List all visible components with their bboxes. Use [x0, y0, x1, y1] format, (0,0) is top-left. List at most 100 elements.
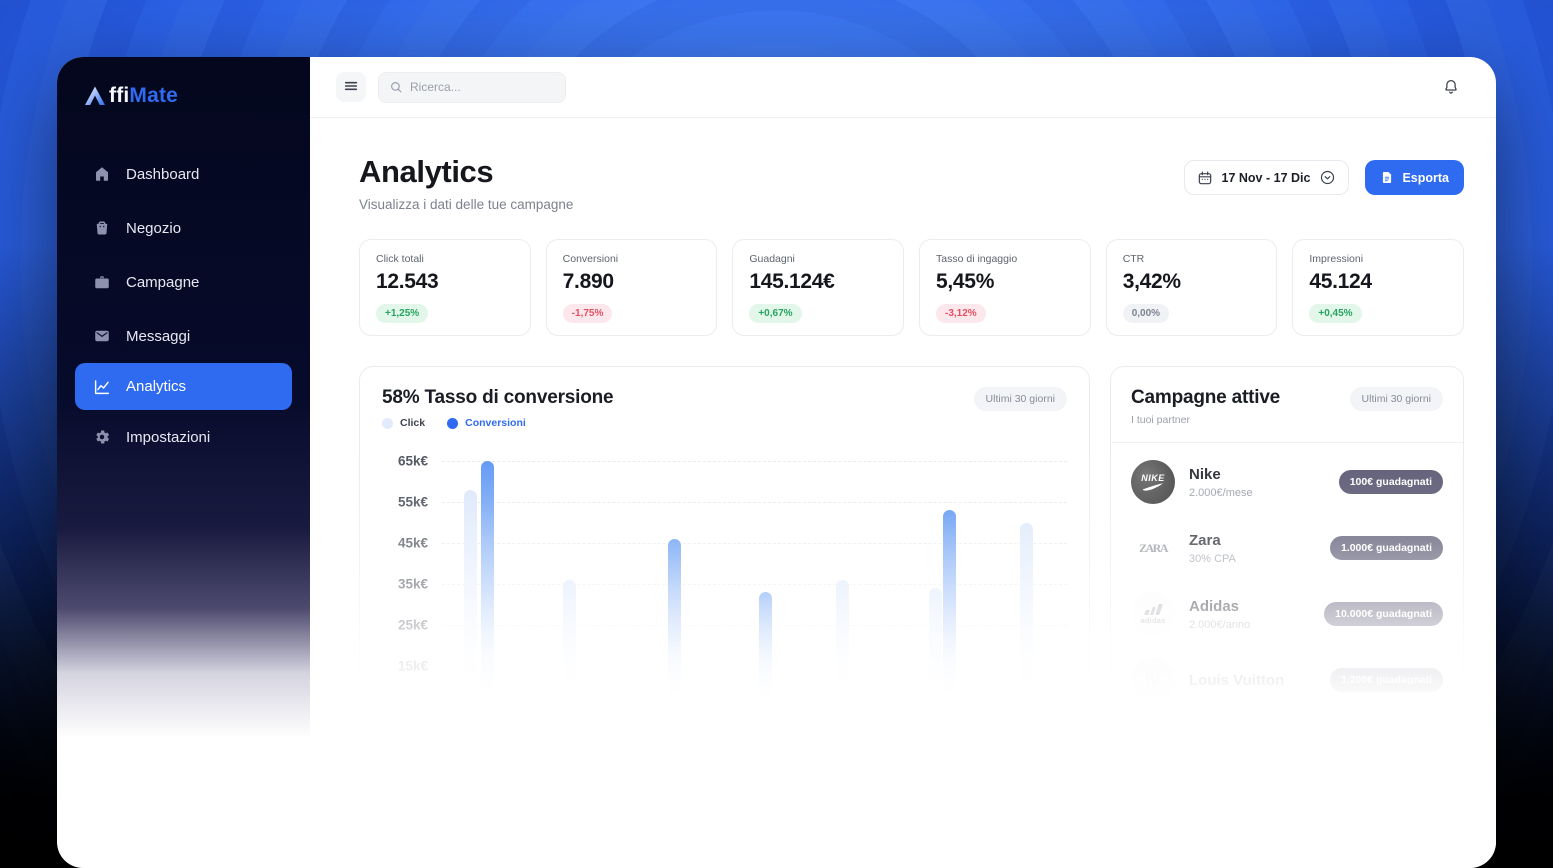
legend-item-conversioni[interactable]: Conversioni — [447, 417, 526, 429]
stat-label: Click totali — [376, 253, 424, 265]
gear-icon — [93, 428, 111, 446]
click-bar — [929, 588, 942, 710]
earnings-badge: 100€ guadagnati — [1338, 470, 1443, 494]
campaign-terms: 2.000€/anno — [1189, 618, 1251, 631]
stat-value: 145.124€ — [749, 270, 835, 293]
louis-vuitton-logo: LV — [1144, 670, 1161, 689]
adidas-logo — [1143, 603, 1163, 615]
brand-avatar: ZARA — [1131, 526, 1175, 570]
campaign-row-nike[interactable]: NIKE Nike 2.000€/mese 100€ guadagnati — [1131, 449, 1443, 515]
brand-avatar: NIKE — [1131, 460, 1175, 504]
click-bar — [1020, 522, 1033, 710]
sidebar: ffiMate Dashboard Negozio Campagne Messaggi… — [57, 57, 310, 868]
topbar — [310, 57, 1496, 118]
conversioni-bar — [943, 510, 956, 710]
chevron-down-icon — [1319, 169, 1336, 186]
app-name: ffiMate — [109, 84, 179, 107]
sidebar-nav: Dashboard Negozio Campagne Messaggi Analytic… — [57, 147, 310, 464]
conversioni-bar — [481, 461, 494, 710]
store-icon — [93, 219, 111, 237]
campaign-name: Zara — [1189, 531, 1221, 549]
mail-icon — [93, 327, 111, 345]
active-campaigns-card: Campagne attive I tuoi partner Ultimi 30… — [1110, 366, 1464, 701]
nike-swoosh-icon — [1142, 483, 1163, 491]
search-input[interactable] — [410, 80, 555, 94]
export-button[interactable]: Esporta — [1365, 160, 1464, 195]
page-title: Analytics — [359, 154, 494, 189]
brand-avatar: LV — [1131, 658, 1175, 700]
y-axis-tick-label: 15k€ — [397, 658, 428, 674]
search-box[interactable] — [378, 71, 566, 103]
stat-label: Impressioni — [1309, 253, 1364, 265]
campaign-row-zara[interactable]: ZARA Zara 30% CPA 1.000€ guadagnati — [1131, 515, 1443, 581]
conversioni-bar — [668, 538, 681, 710]
legend-item-click[interactable]: Click — [382, 417, 425, 429]
chart-legend: Click Conversioni — [382, 417, 613, 429]
sidebar-item-impostazioni[interactable]: Impostazioni — [57, 410, 310, 464]
campaign-row-louis-vuitton[interactable]: LV Louis Vuitton 1.200€ guadagnati — [1131, 647, 1443, 700]
sidebar-item-label: Messaggi — [126, 327, 191, 345]
y-axis-tick-label: 45k€ — [397, 535, 428, 551]
page-header: Analytics Visualizza i dati delle tue ca… — [359, 154, 1464, 212]
stat-card: Tasso di ingaggio 5,45% -3,12% — [919, 239, 1091, 336]
cards-row: 58% Tasso di conversione Click Conversion… — [359, 366, 1464, 710]
campaigns-title: Campagne attive — [1131, 387, 1281, 408]
stat-delta-badge: -3,12% — [936, 304, 986, 323]
y-axis-tick-label: 25k€ — [397, 617, 428, 633]
stats-row: Click totali 12.543 +1,25% Conversioni 7.890… — [359, 239, 1465, 336]
campaign-name: Louis Vuitton — [1189, 671, 1285, 689]
zara-logo: ZARA — [1138, 540, 1169, 555]
stat-card: Impressioni 45.124 +0,45% — [1292, 239, 1465, 336]
notifications-button[interactable] — [1442, 78, 1460, 96]
date-range-label: 17 Nov - 17 Dic — [1221, 170, 1311, 185]
legend-dot-icon — [382, 417, 393, 429]
hamburger-icon — [343, 78, 359, 97]
earnings-badge: 1.000€ guadagnati — [1329, 536, 1443, 560]
sidebar-item-label: Impostazioni — [126, 428, 211, 446]
y-axis-tick-label: 65k€ — [397, 453, 428, 469]
y-axis-tick-label: 55k€ — [397, 494, 428, 510]
gridline — [442, 502, 1067, 503]
sidebar-item-label: Negozio — [126, 219, 182, 237]
gridline — [442, 625, 1067, 626]
sidebar-item-label: Campagne — [126, 273, 200, 291]
y-axis-tick-label: 35k€ — [397, 576, 428, 592]
bar-chart-plot: 65k€ 55k€ 45k€ 35k€ 25k€ 15k€ — [382, 451, 1067, 710]
campaigns-list: NIKE Nike 2.000€/mese 100€ guadagnati ZARA Za… — [1131, 443, 1443, 700]
click-bar — [836, 579, 849, 710]
calendar-icon — [1197, 170, 1213, 186]
home-icon — [93, 165, 111, 183]
sidebar-item-dashboard[interactable]: Dashboard — [57, 147, 310, 201]
chart-period-badge: Ultimi 30 giorni — [973, 387, 1067, 411]
stat-value: 7.890 — [562, 270, 614, 293]
campaigns-subtitle: I tuoi partner — [1131, 414, 1190, 426]
hamburger-menu-button[interactable] — [336, 72, 366, 102]
nike-logo: NIKE — [1141, 473, 1165, 483]
export-file-icon — [1380, 170, 1394, 185]
export-button-label: Esporta — [1402, 170, 1449, 185]
stat-label: Tasso di ingaggio — [936, 253, 1018, 265]
affimate-logo-icon — [83, 84, 107, 108]
date-range-picker[interactable]: 17 Nov - 17 Dic — [1183, 160, 1350, 195]
stat-card: CTR 3,42% 0,00% — [1105, 239, 1278, 336]
app-logo: ffiMate — [57, 81, 310, 111]
stat-delta-badge: +0,67% — [749, 304, 802, 323]
sidebar-item-campagne[interactable]: Campagne — [57, 255, 310, 309]
sidebar-item-negozio[interactable]: Negozio — [57, 201, 310, 255]
chart-icon — [93, 378, 111, 396]
stat-card: Guadagni 145.124€ +0,67% — [732, 239, 905, 336]
campaign-row-adidas[interactable]: adidas Adidas 2.000€/anno 10.000€ guadagnat… — [1131, 581, 1443, 647]
click-bar — [563, 579, 576, 710]
brand-avatar: adidas — [1131, 592, 1175, 636]
gridline — [442, 666, 1067, 667]
conversion-chart-card: 58% Tasso di conversione Click Conversion… — [359, 366, 1090, 710]
stat-label: CTR — [1122, 253, 1145, 265]
header-actions: 17 Nov - 17 Dic Esporta — [1183, 160, 1464, 195]
stat-delta-badge: +0,45% — [1309, 304, 1362, 323]
sidebar-item-analytics[interactable]: Analytics — [75, 363, 292, 410]
gridline — [442, 461, 1067, 462]
stat-value: 3,42% — [1122, 270, 1181, 293]
sidebar-item-label: Dashboard — [126, 165, 200, 183]
sidebar-item-messaggi[interactable]: Messaggi — [57, 309, 310, 363]
stat-delta-badge: 0,00% — [1122, 304, 1170, 323]
